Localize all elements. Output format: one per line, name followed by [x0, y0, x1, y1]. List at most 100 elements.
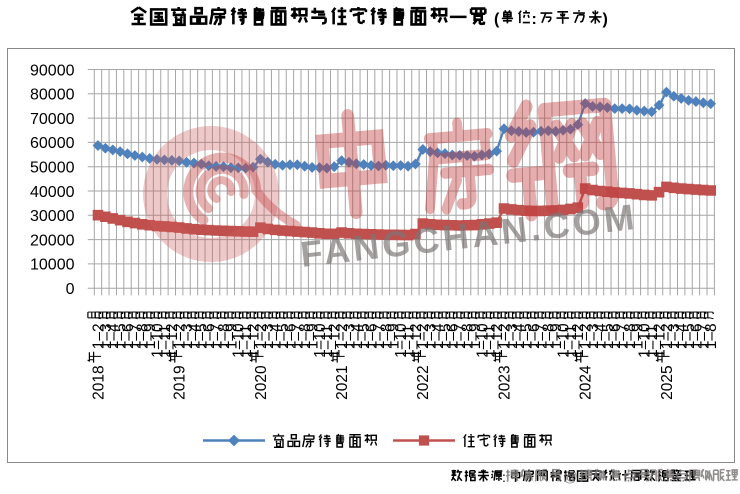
svg-text:1–8: 1–8 [460, 323, 477, 349]
svg-text:1–5: 1–5 [275, 323, 292, 349]
svg-text:1–7: 1–7 [127, 323, 144, 349]
svg-text:1–4: 1–4 [674, 323, 691, 349]
svg-text:2024: 2024 [578, 365, 595, 400]
svg-text:1–12: 1–12 [651, 323, 668, 357]
svg-text:1–7: 1–7 [371, 323, 388, 349]
svg-text:1–5: 1–5 [519, 323, 536, 349]
svg-text:1–4: 1–4 [592, 323, 609, 349]
svg-text:1–6: 1–6 [120, 323, 137, 349]
svg-text:1–9: 1–9 [142, 323, 159, 349]
svg-text:1–12: 1–12 [489, 323, 506, 357]
svg-text:1–5: 1–5 [194, 323, 211, 349]
svg-text:70000: 70000 [30, 111, 75, 128]
svg-text:1–8: 1–8 [622, 323, 639, 349]
svg-text:1–10: 1–10 [149, 323, 166, 358]
svg-text:1–5: 1–5 [113, 323, 130, 349]
svg-text:1–11: 1–11 [400, 325, 417, 358]
svg-text:1–3: 1–3 [341, 323, 358, 349]
svg-text:1–7: 1–7 [452, 323, 469, 349]
svg-text:2022: 2022 [415, 365, 432, 399]
svg-text:1–3: 1–3 [423, 323, 440, 349]
svg-text:1–6: 1–6 [364, 323, 381, 349]
svg-text:1–2: 1–2 [578, 323, 595, 349]
svg-text::: : [532, 11, 537, 28]
svg-text:1–12: 1–12 [408, 323, 425, 357]
svg-text:1–8: 1–8 [378, 323, 395, 349]
svg-text:1–10: 1–10 [231, 323, 248, 358]
svg-text:0: 0 [66, 281, 75, 298]
svg-text:60000: 60000 [30, 135, 75, 152]
svg-text:1–12: 1–12 [327, 323, 344, 357]
svg-text:1–4: 1–4 [349, 323, 366, 349]
svg-text:1–9: 1–9 [223, 323, 240, 349]
svg-text:1–8: 1–8 [135, 323, 152, 349]
svg-text:1–6: 1–6 [445, 323, 462, 349]
svg-text:1–3: 1–3 [179, 323, 196, 349]
svg-text:1–11: 1–11 [644, 325, 661, 358]
svg-text:1–7: 1–7 [209, 323, 226, 349]
svg-text:1–4: 1–4 [105, 323, 122, 349]
svg-text:1–7: 1–7 [696, 323, 713, 349]
svg-text:1–6: 1–6 [526, 323, 543, 349]
svg-text:80000: 80000 [30, 87, 75, 104]
svg-text:1–2: 1–2 [334, 323, 351, 349]
svg-text:1–2: 1–2 [90, 323, 107, 349]
svg-text:1–10: 1–10 [474, 323, 491, 358]
svg-text:1–10: 1–10 [555, 323, 572, 358]
svg-text:1–8: 1–8 [216, 323, 233, 349]
svg-text:1–7: 1–7 [290, 323, 307, 349]
svg-text:2020: 2020 [253, 365, 270, 400]
svg-text:10000: 10000 [30, 257, 75, 274]
svg-text:1–2: 1–2 [415, 323, 432, 349]
svg-text:1–6: 1–6 [201, 323, 218, 349]
svg-text:1–9: 1–9 [386, 323, 403, 349]
svg-text:2018: 2018 [90, 365, 107, 399]
svg-text:1–9: 1–9 [629, 323, 646, 349]
svg-text:1–3: 1–3 [666, 323, 683, 349]
svg-text:1–12: 1–12 [164, 323, 181, 357]
svg-text:1–11: 1–11 [319, 325, 336, 358]
svg-text:1–6: 1–6 [688, 323, 705, 349]
svg-text:1–10: 1–10 [393, 323, 410, 358]
svg-text:1–2: 1–2 [253, 323, 270, 349]
svg-text:@: @ [563, 470, 578, 486]
svg-text:1–4: 1–4 [511, 323, 528, 349]
svg-text:1–12: 1–12 [245, 323, 262, 357]
svg-text:1–2: 1–2 [496, 323, 513, 349]
svg-text:1–8: 1–8 [297, 323, 314, 349]
svg-text:1–11: 1–11 [563, 325, 580, 358]
svg-text:1–4: 1–4 [186, 323, 203, 349]
svg-text:90000: 90000 [30, 62, 75, 79]
svg-text:1–4: 1–4 [430, 323, 447, 349]
svg-text:1–9: 1–9 [467, 323, 484, 349]
svg-text:30000: 30000 [30, 208, 75, 225]
svg-text:1–12: 1–12 [570, 323, 587, 357]
svg-text:1–11: 1–11 [482, 325, 499, 358]
svg-text:1–6: 1–6 [282, 323, 299, 349]
svg-text:1–7: 1–7 [615, 323, 632, 349]
svg-text:1–9: 1–9 [548, 323, 565, 349]
svg-text::: : [502, 469, 506, 485]
svg-text:2023: 2023 [496, 365, 513, 399]
svg-text:2021: 2021 [334, 365, 351, 399]
svg-text:1–8: 1–8 [703, 323, 720, 349]
svg-text:1–3: 1–3 [98, 323, 115, 349]
svg-text:1–5: 1–5 [600, 323, 617, 349]
svg-text:20000: 20000 [30, 232, 75, 249]
svg-text:1–3: 1–3 [260, 323, 277, 349]
svg-text:1–7: 1–7 [533, 323, 550, 349]
svg-text:1–3: 1–3 [504, 323, 521, 349]
svg-text:40000: 40000 [30, 184, 75, 201]
svg-text:1–4: 1–4 [268, 323, 285, 349]
svg-text:2025: 2025 [659, 365, 676, 399]
svg-text:2019: 2019 [172, 365, 189, 399]
svg-text:1–10: 1–10 [637, 323, 654, 358]
svg-text:): ) [603, 11, 608, 28]
svg-text:1–6: 1–6 [607, 323, 624, 349]
svg-text:1–8: 1–8 [541, 323, 558, 349]
svg-text:50000: 50000 [30, 160, 75, 177]
svg-text:1–11: 1–11 [238, 325, 255, 358]
svg-text:1–5: 1–5 [437, 323, 454, 349]
svg-text:(: ( [494, 11, 500, 28]
svg-text:1–5: 1–5 [681, 323, 698, 349]
